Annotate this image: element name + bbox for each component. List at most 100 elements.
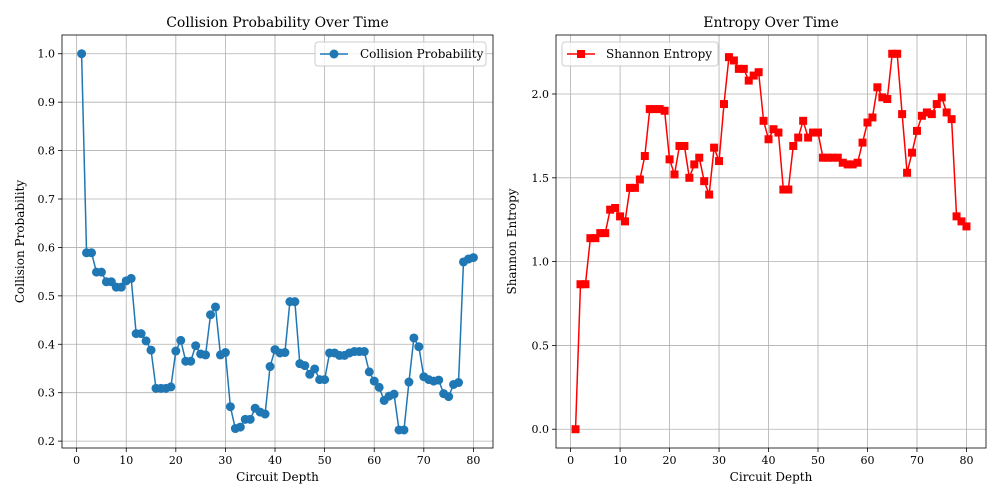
data-point	[908, 148, 917, 157]
data-point	[320, 375, 330, 385]
data-point	[359, 347, 369, 357]
data-point	[883, 95, 892, 104]
data-point	[601, 229, 610, 238]
y-tick-label: 0.9	[38, 96, 56, 109]
data-point	[898, 110, 907, 119]
data-point	[87, 248, 97, 258]
data-point	[650, 105, 659, 114]
legend-box	[314, 41, 487, 67]
data-point	[675, 141, 684, 150]
data-point	[260, 409, 270, 419]
data-point	[454, 378, 464, 388]
data-point	[912, 126, 921, 135]
legend-marker	[329, 49, 339, 59]
data-point	[779, 185, 788, 194]
data-point	[705, 190, 714, 199]
data-point	[927, 110, 936, 119]
x-tick-label: 40	[268, 454, 282, 467]
series-markers	[571, 49, 971, 434]
data-point	[957, 217, 966, 226]
x-tick-label: 70	[417, 454, 431, 467]
data-point	[917, 111, 926, 120]
x-tick-label: 0	[567, 454, 574, 467]
data-point	[749, 71, 758, 80]
data-point	[833, 153, 842, 162]
legend-label: Collision Probability	[360, 47, 484, 61]
data-point	[838, 158, 847, 167]
data-point	[635, 175, 644, 184]
data-point	[265, 362, 275, 372]
data-point	[843, 160, 852, 169]
data-point	[630, 183, 639, 192]
data-point	[116, 282, 126, 292]
data-point	[300, 361, 310, 371]
legend-box	[561, 41, 719, 67]
data-point	[818, 153, 827, 162]
data-point	[873, 83, 882, 92]
data-point	[700, 177, 709, 186]
data-point	[280, 348, 290, 358]
data-point	[769, 125, 778, 134]
data-point	[621, 217, 630, 226]
data-point	[878, 93, 887, 102]
y-tick-label: 0.6	[38, 241, 56, 254]
data-point	[596, 229, 605, 238]
x-tick-label: 50	[811, 454, 825, 467]
data-point	[211, 302, 221, 312]
x-tick-label: 50	[318, 454, 332, 467]
y-tick-label: 0.5	[38, 290, 56, 303]
data-point	[759, 116, 768, 125]
data-point	[823, 153, 832, 162]
data-point	[225, 402, 235, 412]
x-tick-label: 10	[119, 454, 133, 467]
data-point	[616, 212, 625, 221]
data-point	[848, 160, 857, 169]
data-point	[690, 160, 699, 169]
data-point	[404, 377, 414, 387]
data-point	[754, 68, 763, 77]
x-tick-label: 20	[169, 454, 183, 467]
data-point	[625, 183, 634, 192]
data-point	[680, 141, 689, 150]
data-point	[937, 93, 946, 102]
data-point	[126, 273, 136, 283]
plot-area	[556, 35, 986, 448]
data-point	[606, 205, 615, 214]
y-axis-label: Collision Probability	[13, 180, 27, 304]
y-axis-label: Shannon Entropy	[505, 188, 519, 294]
data-point	[828, 153, 837, 162]
data-point	[922, 108, 931, 117]
data-point	[893, 49, 902, 58]
data-point	[434, 375, 444, 385]
y-tick-label: 1.5	[532, 172, 550, 185]
grid-lines	[556, 35, 986, 448]
data-point	[414, 342, 424, 352]
axis-ticks: 0 10 20 30 40 50 60 70 80 0.0 0.5 1.0 1.5 2.0	[532, 88, 974, 467]
data-point	[220, 348, 230, 358]
data-point	[364, 367, 374, 377]
data-point	[655, 105, 664, 114]
data-point	[660, 106, 669, 115]
series-markers	[77, 49, 478, 435]
data-point	[166, 382, 176, 392]
data-point	[710, 143, 719, 152]
data-point	[201, 350, 211, 360]
data-point	[853, 158, 862, 167]
data-point	[715, 157, 724, 166]
data-point	[814, 128, 823, 137]
data-point	[468, 253, 478, 263]
data-point	[176, 335, 186, 345]
data-point	[809, 128, 818, 137]
plot-frame	[555, 34, 987, 449]
data-point	[670, 170, 679, 179]
x-tick-label: 30	[712, 454, 726, 467]
data-point	[665, 155, 674, 164]
x-tick-label: 10	[613, 454, 627, 467]
data-point	[444, 392, 454, 402]
data-point	[724, 53, 733, 62]
data-point	[774, 128, 783, 137]
data-point	[389, 389, 399, 399]
x-axis-label: Circuit Depth	[730, 470, 813, 484]
